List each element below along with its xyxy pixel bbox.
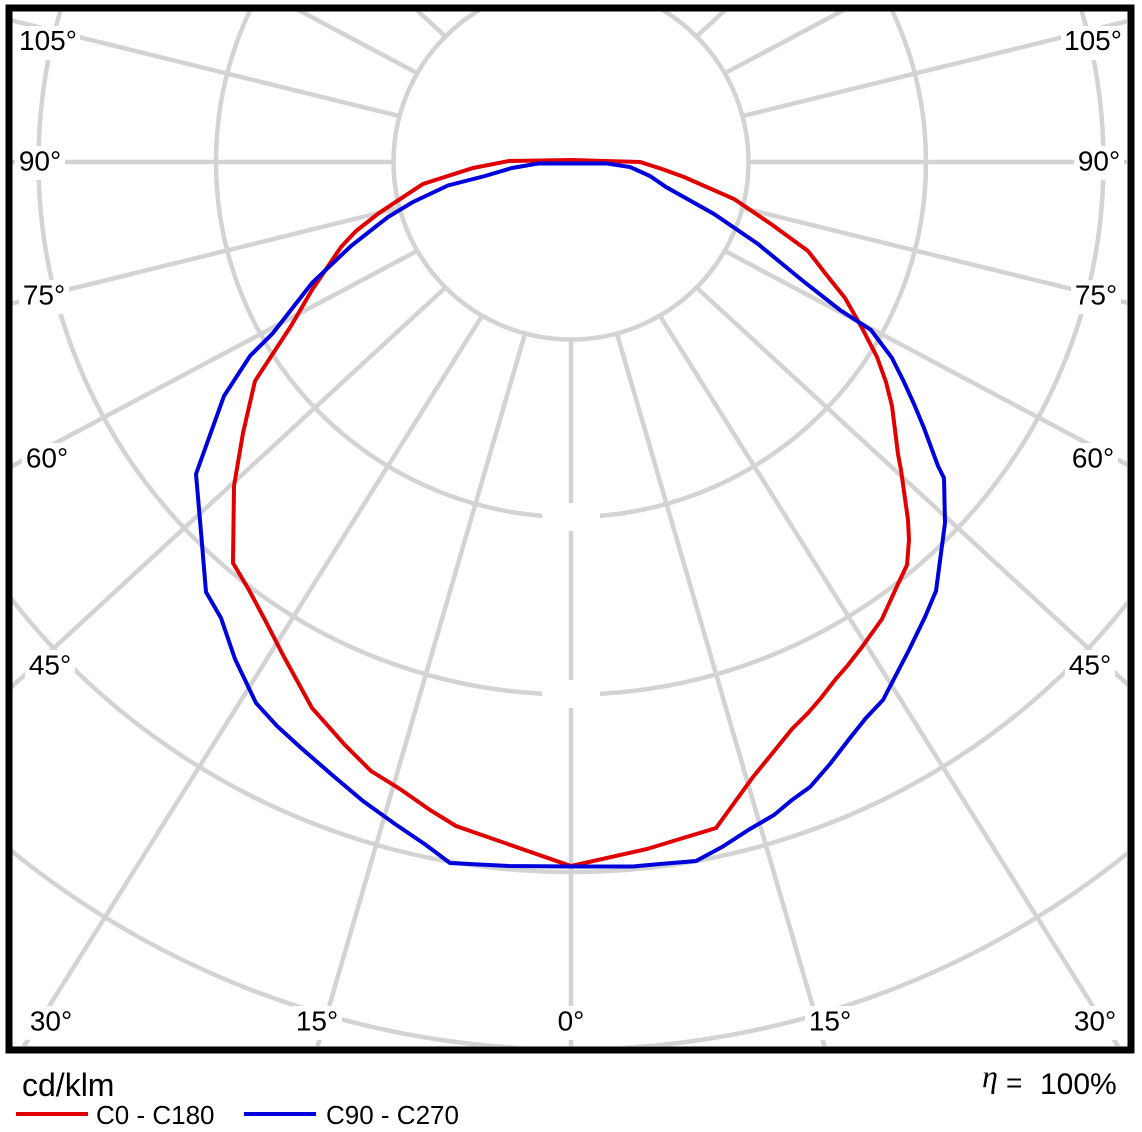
svg-text:30°: 30° bbox=[1074, 1006, 1116, 1037]
svg-text:0°: 0° bbox=[558, 1006, 585, 1037]
svg-text:75°: 75° bbox=[23, 280, 65, 311]
svg-text:C0 - C180: C0 - C180 bbox=[96, 1100, 215, 1130]
svg-text:105°: 105° bbox=[1064, 25, 1122, 56]
svg-text:75°: 75° bbox=[1075, 280, 1117, 311]
svg-text:C90 - C270: C90 - C270 bbox=[326, 1100, 459, 1130]
svg-text:90°: 90° bbox=[1078, 146, 1120, 177]
svg-text:100%: 100% bbox=[1040, 1068, 1117, 1101]
svg-text:90°: 90° bbox=[19, 146, 61, 177]
svg-text:105°: 105° bbox=[19, 25, 77, 56]
svg-text:=: = bbox=[1006, 1067, 1022, 1098]
svg-text:60°: 60° bbox=[1072, 443, 1114, 474]
svg-text:15°: 15° bbox=[809, 1006, 851, 1037]
svg-text:cd/klm: cd/klm bbox=[22, 1067, 114, 1103]
svg-text:15°: 15° bbox=[296, 1006, 338, 1037]
svg-text:30°: 30° bbox=[30, 1006, 72, 1037]
svg-text:45°: 45° bbox=[29, 650, 71, 681]
svg-text:45°: 45° bbox=[1069, 650, 1111, 681]
svg-text:60°: 60° bbox=[26, 443, 68, 474]
svg-text:η: η bbox=[982, 1058, 998, 1094]
